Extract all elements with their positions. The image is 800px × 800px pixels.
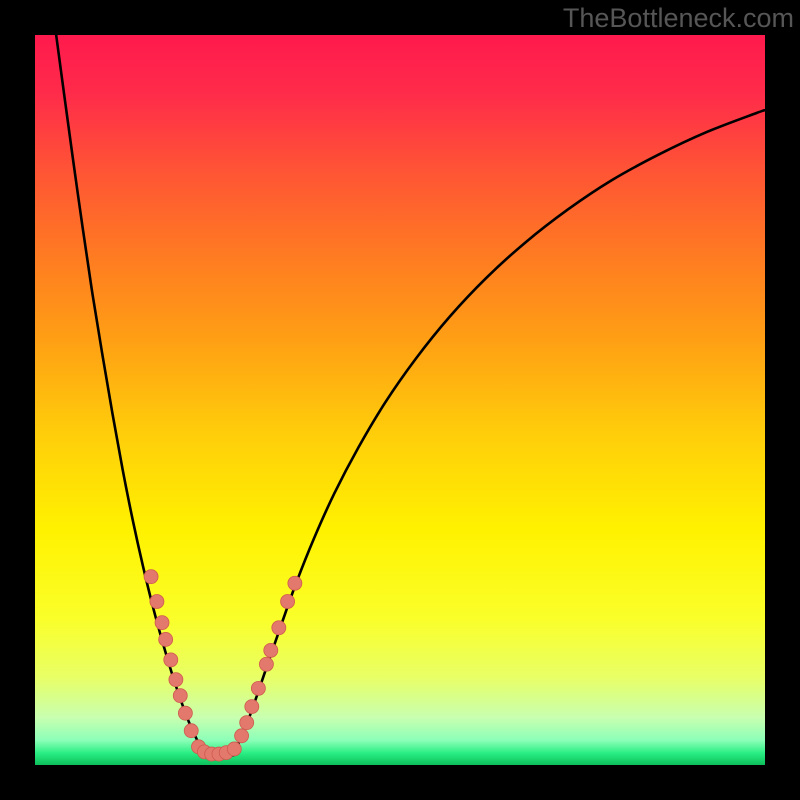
marker-dot — [178, 706, 192, 720]
marker-dot — [272, 621, 286, 635]
marker-dot — [159, 632, 173, 646]
marker-dot — [264, 643, 278, 657]
curve-markers — [144, 570, 302, 761]
marker-dot — [164, 653, 178, 667]
marker-dot — [169, 673, 183, 687]
bottleneck-curve — [56, 35, 765, 756]
marker-dot — [240, 716, 254, 730]
marker-dot — [245, 700, 259, 714]
marker-dot — [173, 689, 187, 703]
curve-layer — [35, 35, 765, 765]
marker-dot — [227, 742, 241, 756]
marker-dot — [251, 681, 265, 695]
marker-dot — [281, 594, 295, 608]
marker-dot — [144, 570, 158, 584]
marker-dot — [288, 576, 302, 590]
marker-dot — [259, 657, 273, 671]
marker-dot — [184, 724, 198, 738]
plot-area — [35, 35, 765, 765]
marker-dot — [235, 729, 249, 743]
marker-dot — [150, 594, 164, 608]
watermark-label: TheBottleneck.com — [563, 3, 794, 34]
marker-dot — [155, 616, 169, 630]
chart-container: TheBottleneck.com — [0, 0, 800, 800]
